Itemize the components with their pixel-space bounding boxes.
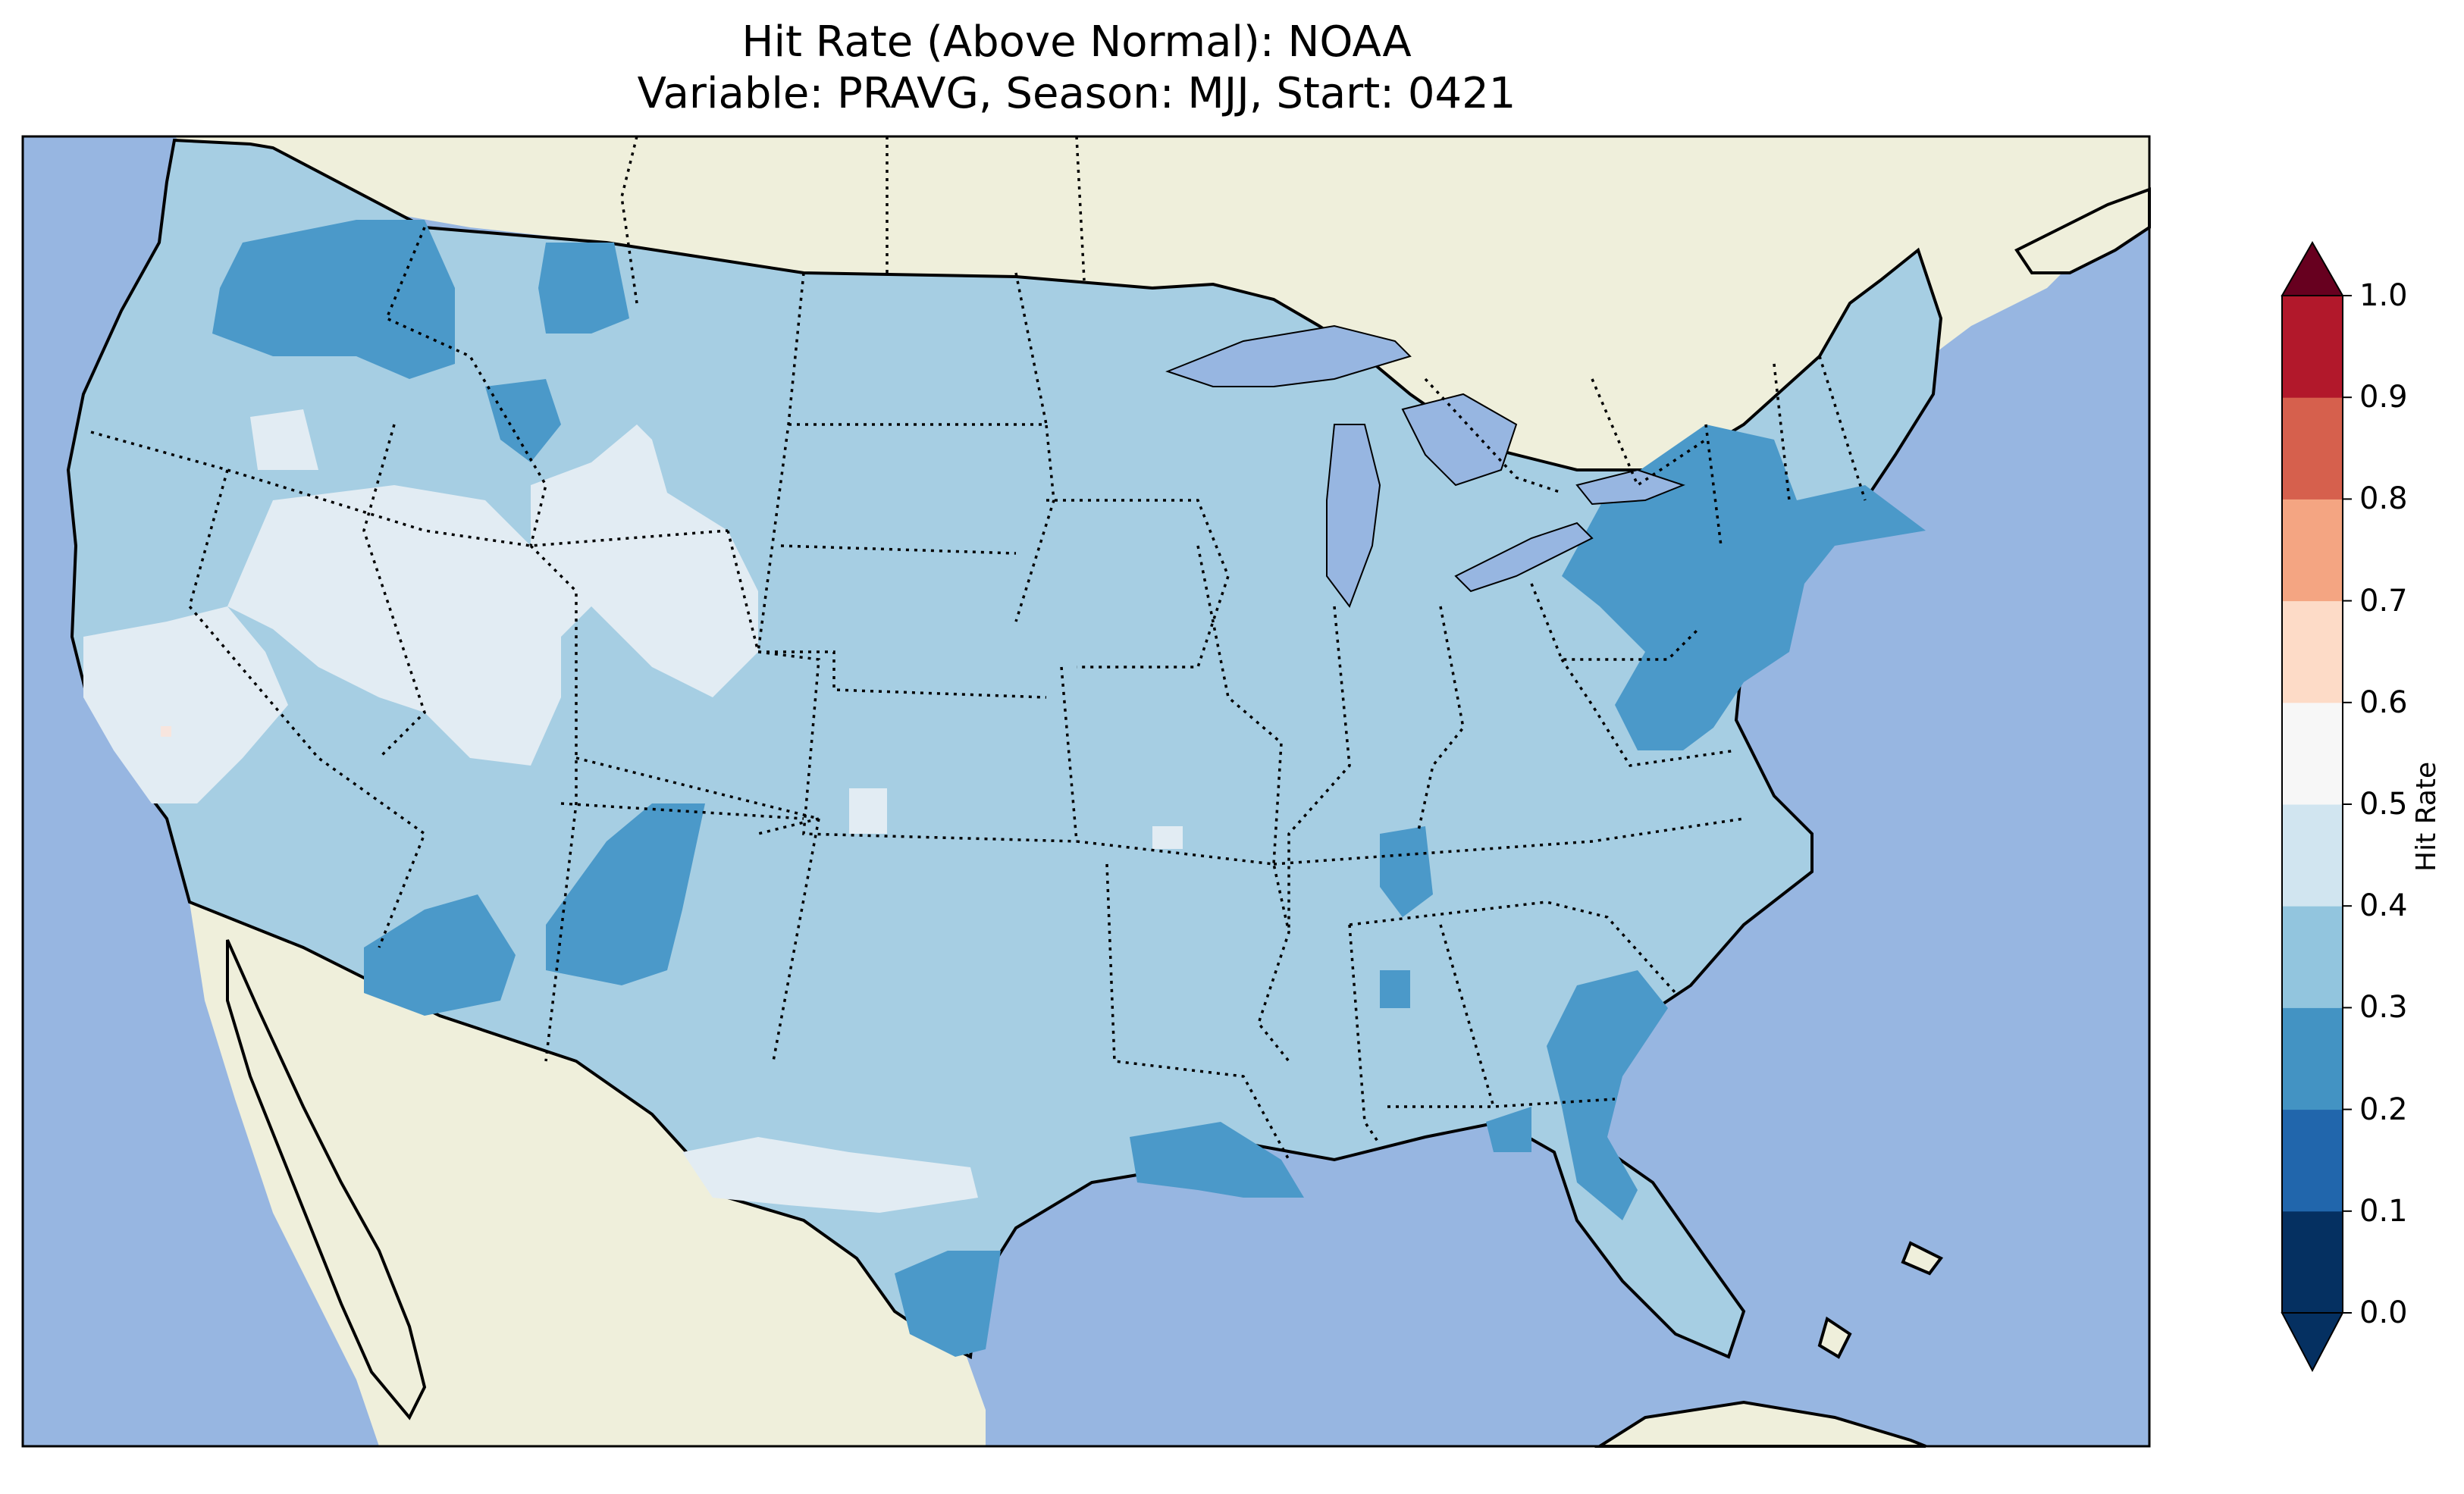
colorbar — [2281, 240, 2352, 1373]
colorbar-ticks — [2343, 295, 2352, 1314]
region-kansas-spot — [849, 788, 887, 834]
region-idaho — [485, 379, 561, 462]
colorbar-tick-label: 0.6 — [2359, 684, 2408, 720]
region-panhandle — [1486, 1107, 1531, 1152]
region-pacific-nw — [212, 220, 455, 379]
lake-superior — [1165, 324, 1412, 387]
map-frame — [21, 135, 2151, 1448]
colorbar-bin — [2282, 1211, 2343, 1314]
lake-michigan — [1326, 424, 1381, 609]
colorbar-bin — [2282, 296, 2343, 398]
region-new-mexico — [546, 803, 705, 985]
colorbar-tick-label: 0.0 — [2359, 1295, 2408, 1330]
region-nevada-utah — [227, 485, 607, 766]
region-oklahoma-spot — [1152, 826, 1183, 849]
state-borders — [90, 136, 1867, 1160]
title-line-2: Variable: PRAVG, Season: MJJ, Start: 042… — [637, 69, 1516, 118]
colorbar-tick-label: 0.7 — [2359, 583, 2408, 619]
region-alabama — [1380, 970, 1410, 1008]
colorbar-bin — [2282, 1109, 2343, 1212]
colorbar-extend-high — [2281, 240, 2344, 296]
region-west-texas — [682, 1137, 978, 1213]
colorbar-extend-low — [2281, 1312, 2344, 1373]
lake-erie — [1454, 521, 1594, 593]
region-south-texas — [895, 1251, 1001, 1357]
colorbar-tick-label: 0.5 — [2359, 787, 2408, 822]
bahamas-land — [1817, 1241, 1944, 1359]
region-wyoming — [531, 424, 758, 697]
hit-rate-0.5-0.6-spot — [161, 726, 171, 737]
region-oregon-pockets — [250, 409, 318, 470]
region-california — [83, 606, 288, 803]
region-arizona — [364, 894, 516, 1016]
colorbar-tick-label: 1.0 — [2359, 278, 2408, 313]
colorbar-bin — [2282, 804, 2343, 907]
colorbar-bin — [2282, 499, 2343, 602]
canada-land — [174, 136, 2149, 553]
colorbar-bin — [2282, 1007, 2343, 1110]
region-northeast — [1562, 424, 1926, 750]
colorbar-bin — [2282, 600, 2343, 703]
hit-rate-0.2-0.3-regions — [212, 220, 1926, 1357]
title-line-1: Hit Rate (Above Normal): NOAA — [741, 17, 1412, 67]
chart-title: Hit Rate (Above Normal): NOAA Variable: … — [0, 17, 2153, 120]
hit-rate-0.4-0.5-regions — [83, 409, 1183, 1213]
colorbar-bin — [2282, 702, 2343, 805]
colorbar-tick-label: 0.8 — [2359, 481, 2408, 517]
region-tennessee — [1380, 826, 1433, 917]
colorbar-bins — [2282, 296, 2343, 1314]
colorbar-label: Hit Rate — [2411, 761, 2442, 872]
lake-ontario — [1575, 468, 1685, 506]
colorbar-bin — [2282, 397, 2343, 500]
colorbar-tick-label: 0.2 — [2359, 1092, 2408, 1127]
region-southeast-coast — [1547, 970, 1668, 1220]
colorbar-bin — [2282, 906, 2343, 1008]
colorbar-tick-label: 0.9 — [2359, 380, 2408, 415]
colorbar-tick-label: 0.3 — [2359, 990, 2408, 1026]
baja-land — [226, 939, 427, 1420]
region-montana — [538, 243, 629, 334]
lake-huron — [1401, 393, 1518, 487]
colorbar-tick-label: 0.4 — [2359, 888, 2408, 924]
colorbar-tick-label: 0.1 — [2359, 1193, 2408, 1229]
region-louisiana — [1130, 1122, 1304, 1198]
great-lakes — [1165, 324, 1685, 609]
